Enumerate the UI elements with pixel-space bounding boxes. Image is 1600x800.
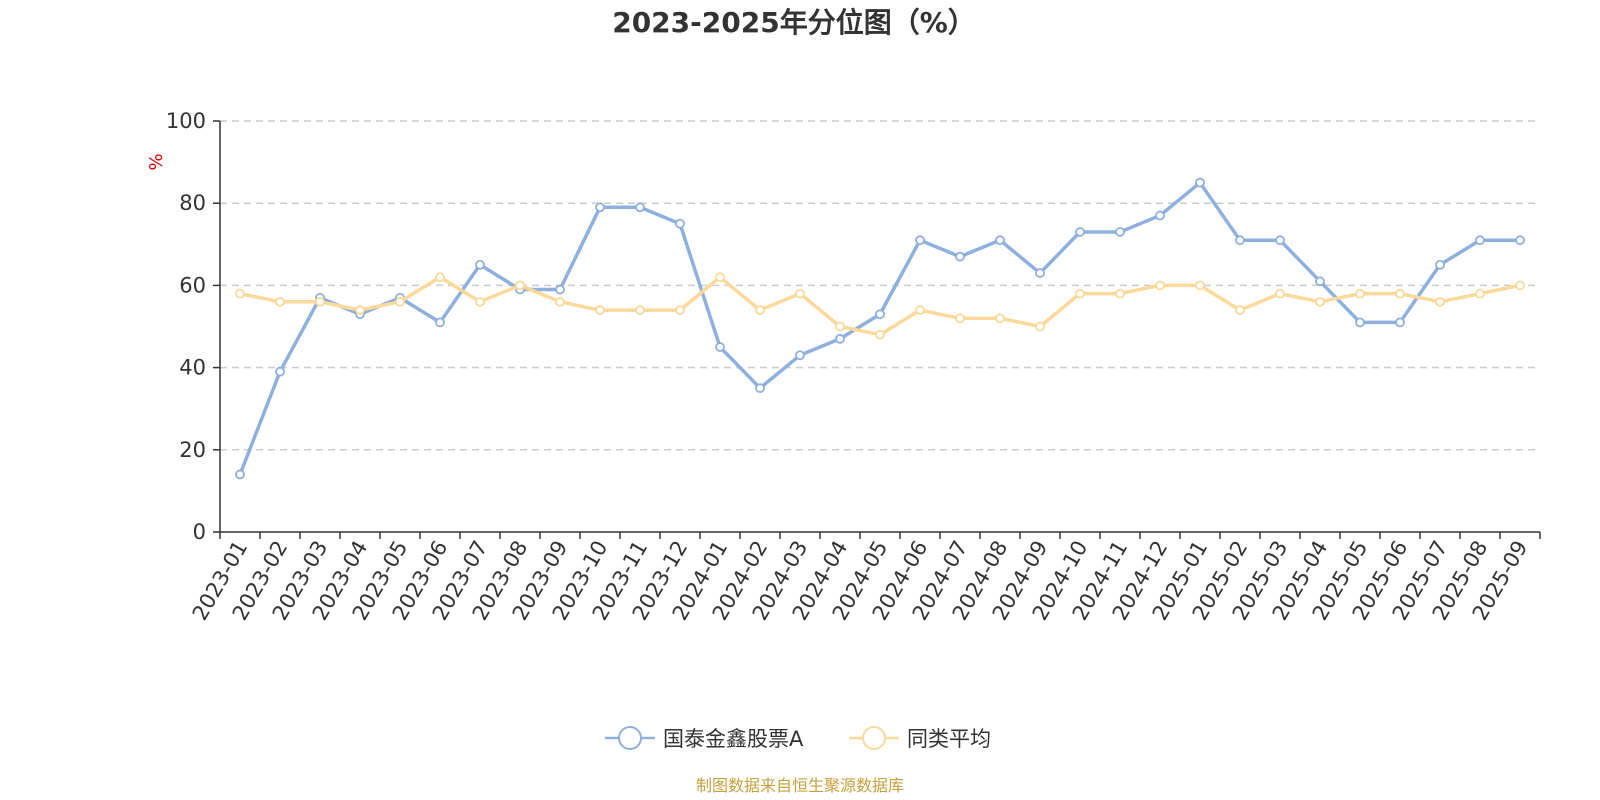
data-point[interactable] bbox=[1435, 296, 1445, 307]
data-point[interactable] bbox=[875, 329, 885, 340]
data-point[interactable] bbox=[1275, 235, 1285, 246]
data-point[interactable] bbox=[435, 272, 445, 283]
series-1 bbox=[235, 177, 1525, 480]
data-point[interactable] bbox=[795, 288, 805, 299]
data-point[interactable] bbox=[1475, 288, 1485, 299]
data-point[interactable] bbox=[675, 218, 685, 229]
data-point[interactable] bbox=[1315, 276, 1325, 287]
data-point[interactable] bbox=[1035, 321, 1045, 332]
data-point[interactable] bbox=[1235, 235, 1245, 246]
data-point[interactable] bbox=[475, 259, 485, 270]
data-point[interactable] bbox=[995, 313, 1005, 324]
data-point[interactable] bbox=[1475, 235, 1485, 246]
axes bbox=[219, 121, 1540, 533]
y-tick-label: 100 bbox=[166, 109, 206, 133]
legend-item-1[interactable]: 国泰金鑫股票A bbox=[605, 726, 804, 751]
data-point[interactable] bbox=[635, 305, 645, 315]
data-point[interactable] bbox=[1075, 288, 1085, 299]
legend-marker bbox=[862, 726, 886, 750]
data-point[interactable] bbox=[235, 469, 245, 480]
data-point[interactable] bbox=[1115, 288, 1125, 299]
data-point[interactable] bbox=[755, 383, 765, 394]
data-point[interactable] bbox=[675, 305, 685, 315]
data-point[interactable] bbox=[1075, 227, 1085, 237]
data-point[interactable] bbox=[835, 333, 845, 344]
data-point[interactable] bbox=[1355, 288, 1365, 299]
data-point[interactable] bbox=[555, 284, 565, 295]
data-point[interactable] bbox=[275, 366, 285, 377]
y-tick-label: 0 bbox=[193, 520, 206, 544]
data-point[interactable] bbox=[515, 280, 525, 291]
data-point[interactable] bbox=[1155, 280, 1165, 291]
data-point[interactable] bbox=[435, 317, 445, 328]
legend-label: 国泰金鑫股票A bbox=[663, 727, 804, 751]
data-point[interactable] bbox=[835, 321, 845, 332]
data-point[interactable] bbox=[1315, 296, 1325, 307]
chart-title: 2023-2025年分位图（%） bbox=[612, 6, 976, 39]
data-point[interactable] bbox=[1235, 305, 1245, 315]
y-tick-label: 20 bbox=[179, 438, 206, 462]
series-2 bbox=[235, 272, 1525, 340]
data-point[interactable] bbox=[1515, 280, 1525, 291]
legend-label: 同类平均 bbox=[907, 727, 991, 751]
data-point[interactable] bbox=[595, 202, 605, 213]
y-tick-label: 80 bbox=[179, 191, 206, 215]
data-point[interactable] bbox=[915, 305, 925, 315]
data-point[interactable] bbox=[795, 350, 805, 361]
data-point[interactable] bbox=[755, 305, 765, 315]
data-point[interactable] bbox=[955, 313, 965, 324]
data-point[interactable] bbox=[1395, 317, 1405, 328]
series-line bbox=[238, 180, 1520, 476]
legend-marker bbox=[618, 726, 642, 750]
data-point[interactable] bbox=[315, 296, 325, 307]
data-point[interactable] bbox=[1275, 288, 1285, 299]
data-point[interactable] bbox=[1355, 317, 1365, 328]
data-point[interactable] bbox=[555, 296, 565, 307]
data-point[interactable] bbox=[475, 296, 485, 307]
data-point[interactable] bbox=[275, 296, 285, 307]
grid bbox=[220, 120, 1540, 451]
data-point[interactable] bbox=[635, 202, 645, 213]
data-point[interactable] bbox=[1435, 259, 1445, 270]
data-point[interactable] bbox=[1395, 288, 1405, 299]
legend-item-2[interactable]: 同类平均 bbox=[849, 726, 991, 751]
data-point[interactable] bbox=[595, 305, 605, 315]
series-layer bbox=[235, 177, 1525, 480]
data-point[interactable] bbox=[395, 296, 405, 307]
x-ticks: 2023-012023-022023-032023-042023-052023-… bbox=[188, 532, 1541, 624]
y-ticks: 0 20 40 60 80 100 bbox=[166, 109, 220, 544]
data-point[interactable] bbox=[875, 309, 885, 320]
data-point[interactable] bbox=[235, 288, 245, 299]
y-tick-label: 60 bbox=[179, 273, 206, 297]
data-point[interactable] bbox=[715, 272, 725, 283]
data-point[interactable] bbox=[1195, 177, 1205, 188]
data-point[interactable] bbox=[1195, 280, 1205, 291]
data-point[interactable] bbox=[1035, 268, 1045, 278]
y-axis-label: % bbox=[146, 153, 167, 170]
data-point[interactable] bbox=[1115, 227, 1125, 237]
data-point[interactable] bbox=[715, 342, 725, 352]
data-point[interactable] bbox=[995, 235, 1005, 246]
data-point[interactable] bbox=[1155, 210, 1165, 221]
data-point[interactable] bbox=[915, 235, 925, 246]
source-note: 制图数据来自恒生聚源数据库 bbox=[696, 776, 904, 795]
legend[interactable]: 国泰金鑫股票A 同类平均 bbox=[605, 726, 991, 751]
data-point[interactable] bbox=[355, 305, 365, 315]
data-point[interactable] bbox=[955, 251, 965, 262]
y-tick-label: 40 bbox=[179, 356, 206, 380]
data-point[interactable] bbox=[1515, 235, 1525, 246]
